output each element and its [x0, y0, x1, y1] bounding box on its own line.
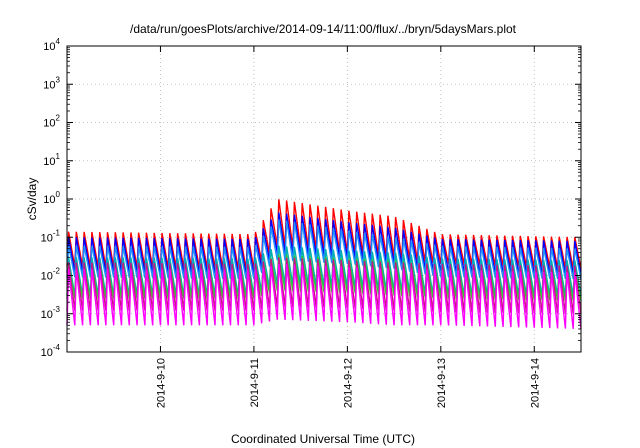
y-axis-label: cSv/day — [25, 178, 39, 221]
y-tick-label: 102 — [43, 114, 60, 130]
axis-ticks — [67, 45, 581, 353]
y-tick-label: 10-4 — [41, 343, 61, 359]
chart-title: /data/run/goesPlots/archive/2014-09-14/1… — [130, 22, 517, 36]
x-tick-label: 2014-9-10 — [155, 358, 167, 408]
x-tick-label: 2014-9-14 — [529, 358, 541, 408]
y-tick-label: 100 — [43, 190, 60, 206]
series-lines — [66, 199, 582, 330]
y-tick-label: 104 — [43, 37, 60, 53]
y-tick-label: 10-1 — [41, 228, 61, 244]
x-tick-label: 2014-9-12 — [342, 358, 354, 408]
x-tick-labels: 2014-9-10 2014-9-11 2014-9-12 2014-9-13 2014… — [155, 358, 541, 408]
y-tick-labels: 10-4 10-3 10-2 10-1 100 101 102 103 104 — [41, 37, 61, 359]
y-tick-label: 10-2 — [41, 267, 61, 283]
x-tick-label: 2014-9-13 — [436, 358, 448, 408]
y-tick-label: 103 — [43, 75, 60, 91]
y-tick-label: 101 — [43, 152, 60, 168]
series-line-7 — [66, 263, 582, 330]
x-tick-label: 2014-9-11 — [249, 358, 261, 407]
x-axis-label: Coordinated Universal Time (UTC) — [231, 432, 415, 446]
y-tick-label: 10-3 — [41, 305, 61, 321]
